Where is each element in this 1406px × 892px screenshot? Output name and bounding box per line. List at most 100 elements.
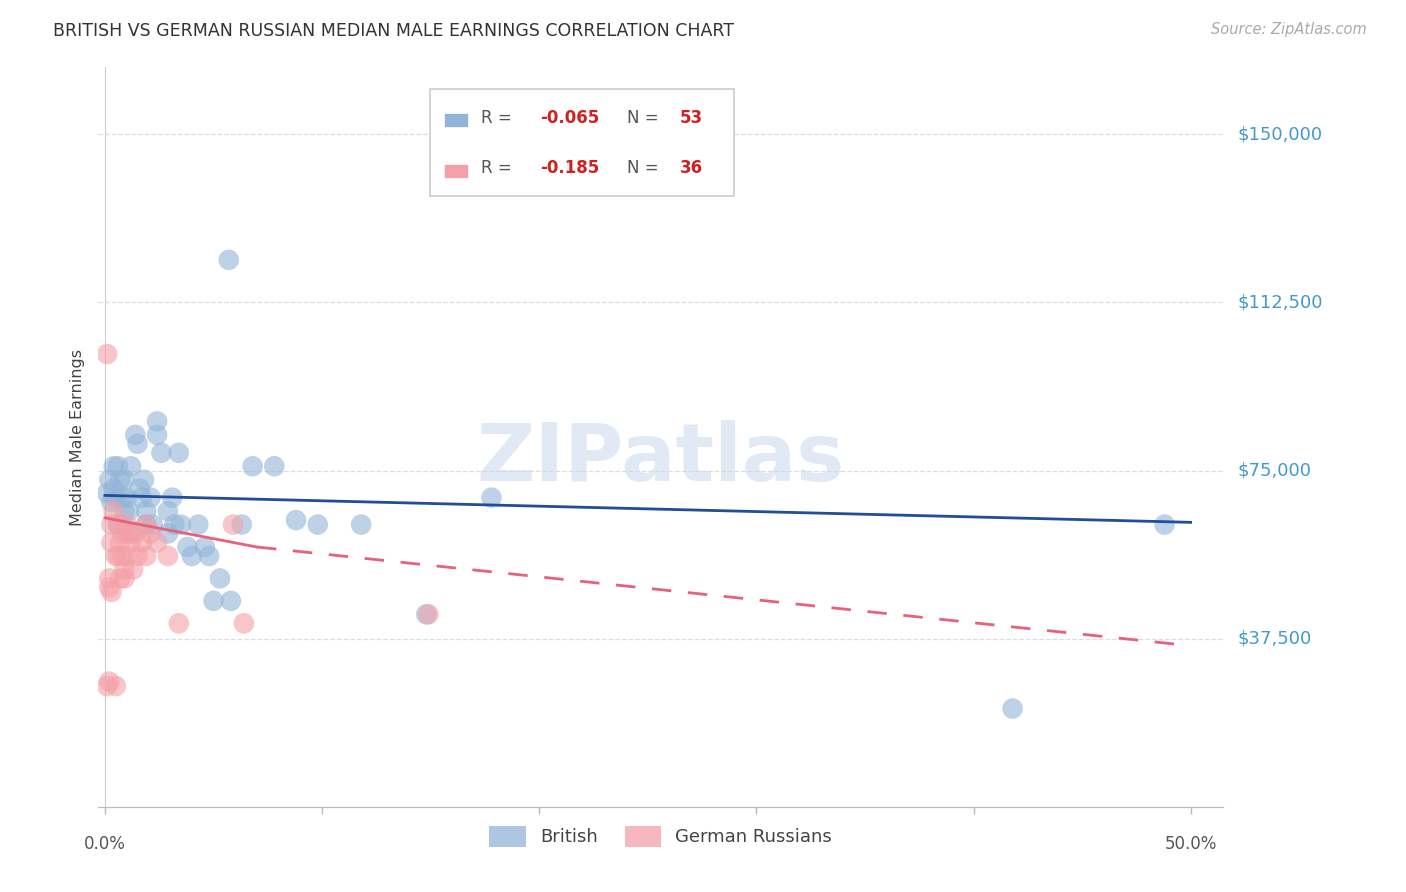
- Point: [104, 491, 127, 505]
- Point: [222, 517, 245, 532]
- Point: [98, 571, 121, 585]
- Point: [127, 549, 149, 563]
- Point: [131, 535, 153, 549]
- Point: [96, 486, 118, 500]
- Point: [98, 674, 121, 689]
- Point: [176, 540, 198, 554]
- Point: [156, 549, 179, 563]
- Point: [103, 482, 125, 496]
- Point: [100, 585, 122, 599]
- Point: [1153, 517, 1175, 532]
- Y-axis label: Median Male Earnings: Median Male Earnings: [70, 349, 86, 525]
- Point: [218, 252, 240, 267]
- Point: [146, 427, 169, 442]
- Point: [198, 549, 221, 563]
- Text: -0.065: -0.065: [540, 109, 600, 127]
- Point: [124, 526, 146, 541]
- Point: [167, 616, 190, 631]
- Point: [415, 607, 437, 622]
- Point: [114, 562, 136, 576]
- Point: [100, 535, 122, 549]
- Point: [139, 491, 162, 505]
- Point: [107, 517, 129, 532]
- Point: [163, 517, 186, 532]
- Point: [96, 347, 118, 361]
- Point: [118, 504, 141, 518]
- Text: $37,500: $37,500: [1237, 630, 1312, 648]
- Point: [135, 504, 157, 518]
- Text: 50.0%: 50.0%: [1164, 835, 1216, 853]
- Point: [111, 491, 134, 505]
- Point: [131, 491, 153, 505]
- Point: [135, 517, 157, 532]
- Point: [208, 571, 231, 585]
- Point: [104, 549, 127, 563]
- Text: $75,000: $75,000: [1237, 462, 1312, 480]
- Point: [135, 549, 157, 563]
- Text: Source: ZipAtlas.com: Source: ZipAtlas.com: [1211, 22, 1367, 37]
- Text: $112,500: $112,500: [1237, 293, 1323, 311]
- Point: [98, 581, 121, 595]
- Point: [96, 679, 118, 693]
- Point: [111, 549, 134, 563]
- Point: [187, 517, 209, 532]
- FancyBboxPatch shape: [430, 89, 734, 196]
- Point: [156, 526, 179, 541]
- Point: [108, 473, 131, 487]
- Point: [146, 535, 169, 549]
- Point: [115, 549, 138, 563]
- Point: [120, 526, 142, 541]
- Point: [418, 607, 440, 622]
- Point: [100, 517, 122, 532]
- Point: [135, 517, 157, 532]
- Point: [231, 517, 253, 532]
- Point: [285, 513, 308, 527]
- Point: [122, 562, 145, 576]
- Text: ZIPatlas: ZIPatlas: [477, 420, 845, 499]
- Point: [100, 495, 122, 509]
- Point: [120, 535, 142, 549]
- Point: [139, 526, 162, 541]
- Point: [115, 517, 138, 532]
- Point: [127, 437, 149, 451]
- Point: [156, 504, 179, 518]
- Point: [167, 446, 190, 460]
- Legend: British, German Russians: British, German Russians: [482, 819, 839, 854]
- Text: R =: R =: [481, 109, 517, 127]
- Point: [124, 427, 146, 442]
- FancyBboxPatch shape: [444, 164, 468, 178]
- Point: [202, 594, 225, 608]
- Text: 53: 53: [681, 109, 703, 127]
- Text: 36: 36: [681, 159, 703, 178]
- Point: [170, 517, 193, 532]
- Point: [232, 616, 254, 631]
- Text: N =: N =: [627, 159, 664, 178]
- Point: [103, 504, 125, 518]
- Point: [107, 459, 129, 474]
- Point: [107, 517, 129, 532]
- Text: $150,000: $150,000: [1237, 125, 1322, 144]
- Point: [350, 517, 373, 532]
- Point: [162, 491, 184, 505]
- Point: [180, 549, 202, 563]
- Point: [108, 571, 131, 585]
- Point: [194, 540, 217, 554]
- Point: [219, 594, 242, 608]
- Text: R =: R =: [481, 159, 517, 178]
- Point: [150, 446, 173, 460]
- Point: [111, 526, 134, 541]
- Point: [114, 473, 136, 487]
- Text: -0.185: -0.185: [540, 159, 600, 178]
- Point: [114, 571, 136, 585]
- Point: [118, 526, 141, 541]
- Text: N =: N =: [627, 109, 664, 127]
- Point: [263, 459, 285, 474]
- Point: [114, 504, 136, 518]
- Point: [146, 414, 169, 428]
- FancyBboxPatch shape: [444, 113, 468, 128]
- Point: [103, 459, 125, 474]
- Point: [242, 459, 264, 474]
- Point: [107, 549, 129, 563]
- Point: [115, 491, 138, 505]
- Point: [104, 679, 127, 693]
